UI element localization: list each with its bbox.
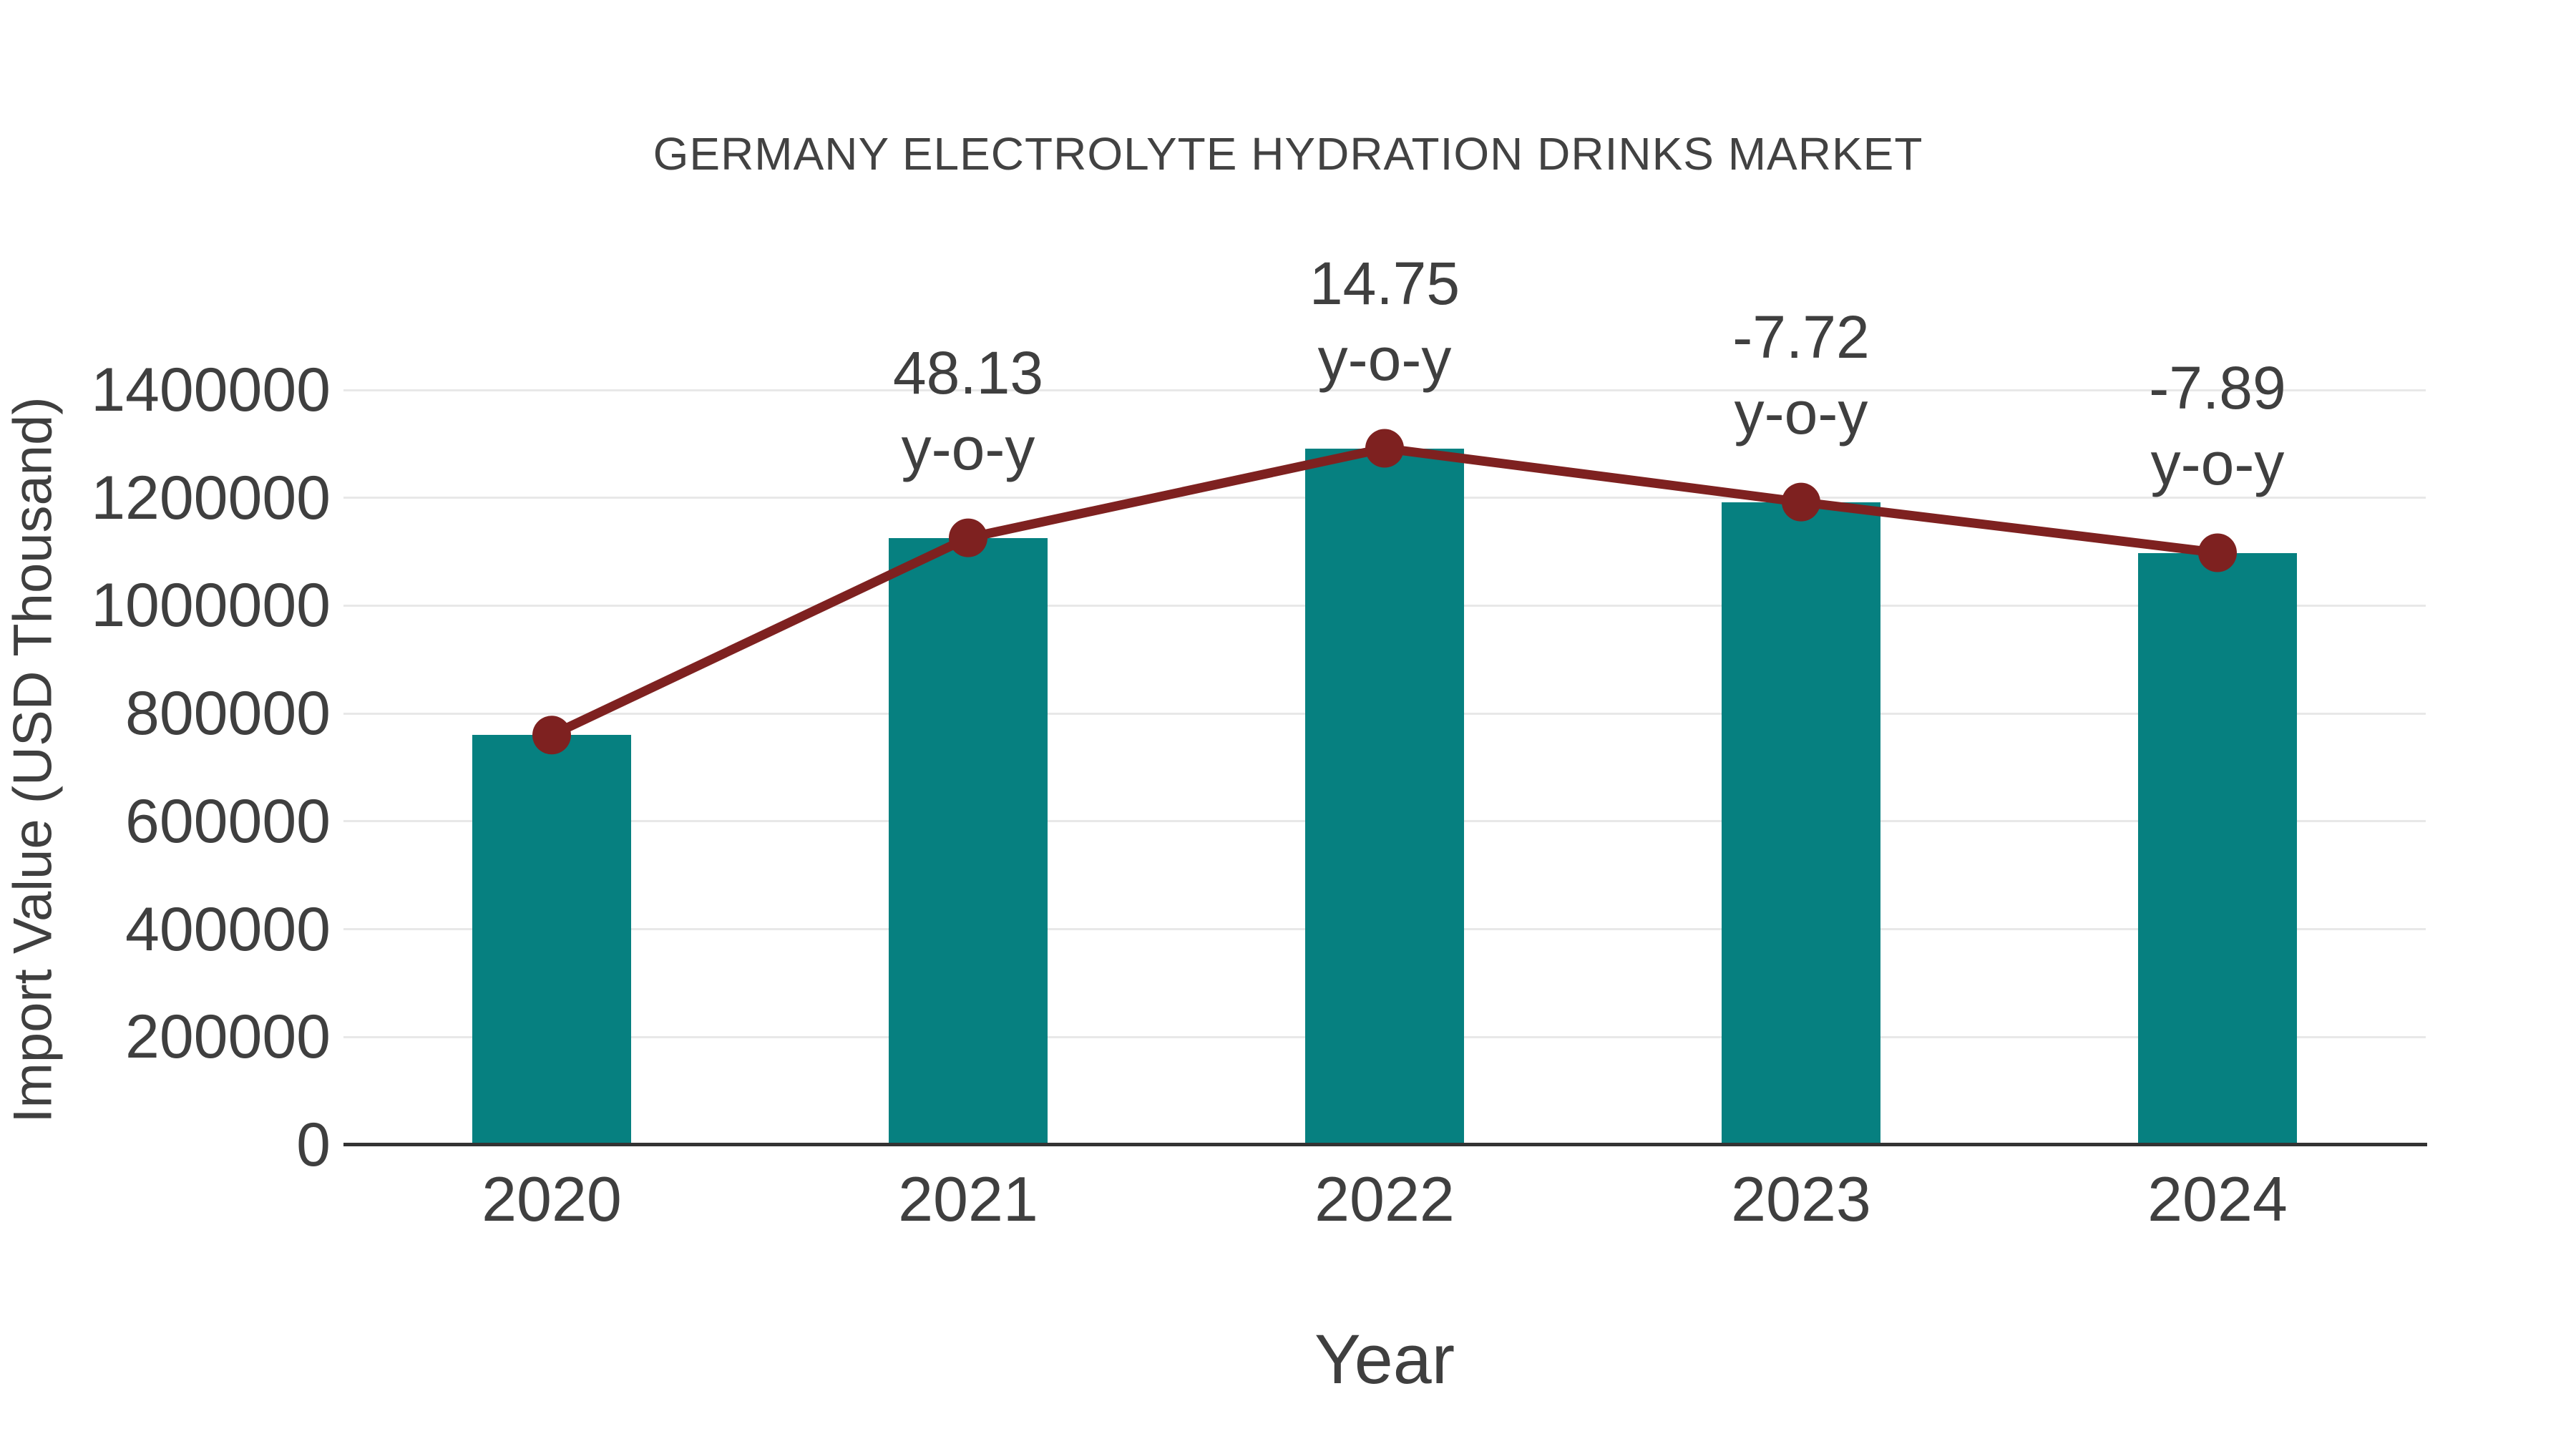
line-point-2021 — [949, 518, 987, 557]
annotation-2024: -7.89 y-o-y — [2149, 350, 2285, 502]
x-axis-title: Year — [1314, 1320, 1455, 1398]
x-axis-line — [343, 1143, 2427, 1146]
annotation-suffix: y-o-y — [1734, 379, 1868, 447]
chart-title: GERMANY ELECTROLYTE HYDRATION DRINKS MAR… — [653, 128, 1923, 180]
bar-2020 — [472, 735, 631, 1145]
y-tick-label-0: 0 — [296, 1111, 331, 1179]
annotation-2022: 14.75 y-o-y — [1309, 245, 1460, 397]
gridline-1400000 — [343, 389, 2426, 391]
annotation-suffix: y-o-y — [1317, 325, 1452, 393]
y-tick-label-1000000: 1000000 — [91, 571, 331, 640]
line-point-2022 — [1365, 429, 1404, 468]
bar-2023 — [1722, 502, 1880, 1145]
bar-2024 — [2138, 552, 2297, 1145]
line-point-2020 — [532, 716, 571, 755]
plot-area — [343, 389, 2426, 1145]
y-tick-label-400000: 400000 — [125, 894, 331, 964]
annotation-value: 48.13 — [892, 338, 1044, 406]
y-tick-label-200000: 200000 — [125, 1002, 331, 1072]
x-tick-label-2021: 2021 — [898, 1163, 1038, 1234]
x-tick-label-2022: 2022 — [1314, 1163, 1455, 1234]
annotation-2023: -7.72 y-o-y — [1732, 299, 1869, 451]
line-point-2024 — [2198, 533, 2237, 572]
y-tick-label-1200000: 1200000 — [91, 463, 331, 532]
bar-2022 — [1305, 448, 1464, 1145]
bar-2021 — [889, 537, 1048, 1145]
annotation-2021: 48.13 y-o-y — [893, 335, 1043, 487]
x-tick-label-2020: 2020 — [482, 1163, 622, 1234]
annotation-suffix: y-o-y — [901, 414, 1035, 482]
x-tick-label-2024: 2024 — [2147, 1163, 2288, 1234]
line-series — [532, 429, 2237, 755]
y-tick-label-600000: 600000 — [125, 786, 331, 856]
annotation-value: -7.72 — [1732, 303, 1870, 371]
annotation-value: -7.89 — [2149, 353, 2286, 421]
trend-line — [550, 443, 2218, 740]
annotation-suffix: y-o-y — [2150, 429, 2285, 497]
x-tick-label-2023: 2023 — [1731, 1163, 1871, 1234]
y-tick-label-800000: 800000 — [125, 679, 331, 748]
line-point-2023 — [1782, 482, 1820, 522]
y-tick-label-1400000: 1400000 — [91, 356, 331, 424]
annotation-value: 14.75 — [1309, 249, 1460, 317]
